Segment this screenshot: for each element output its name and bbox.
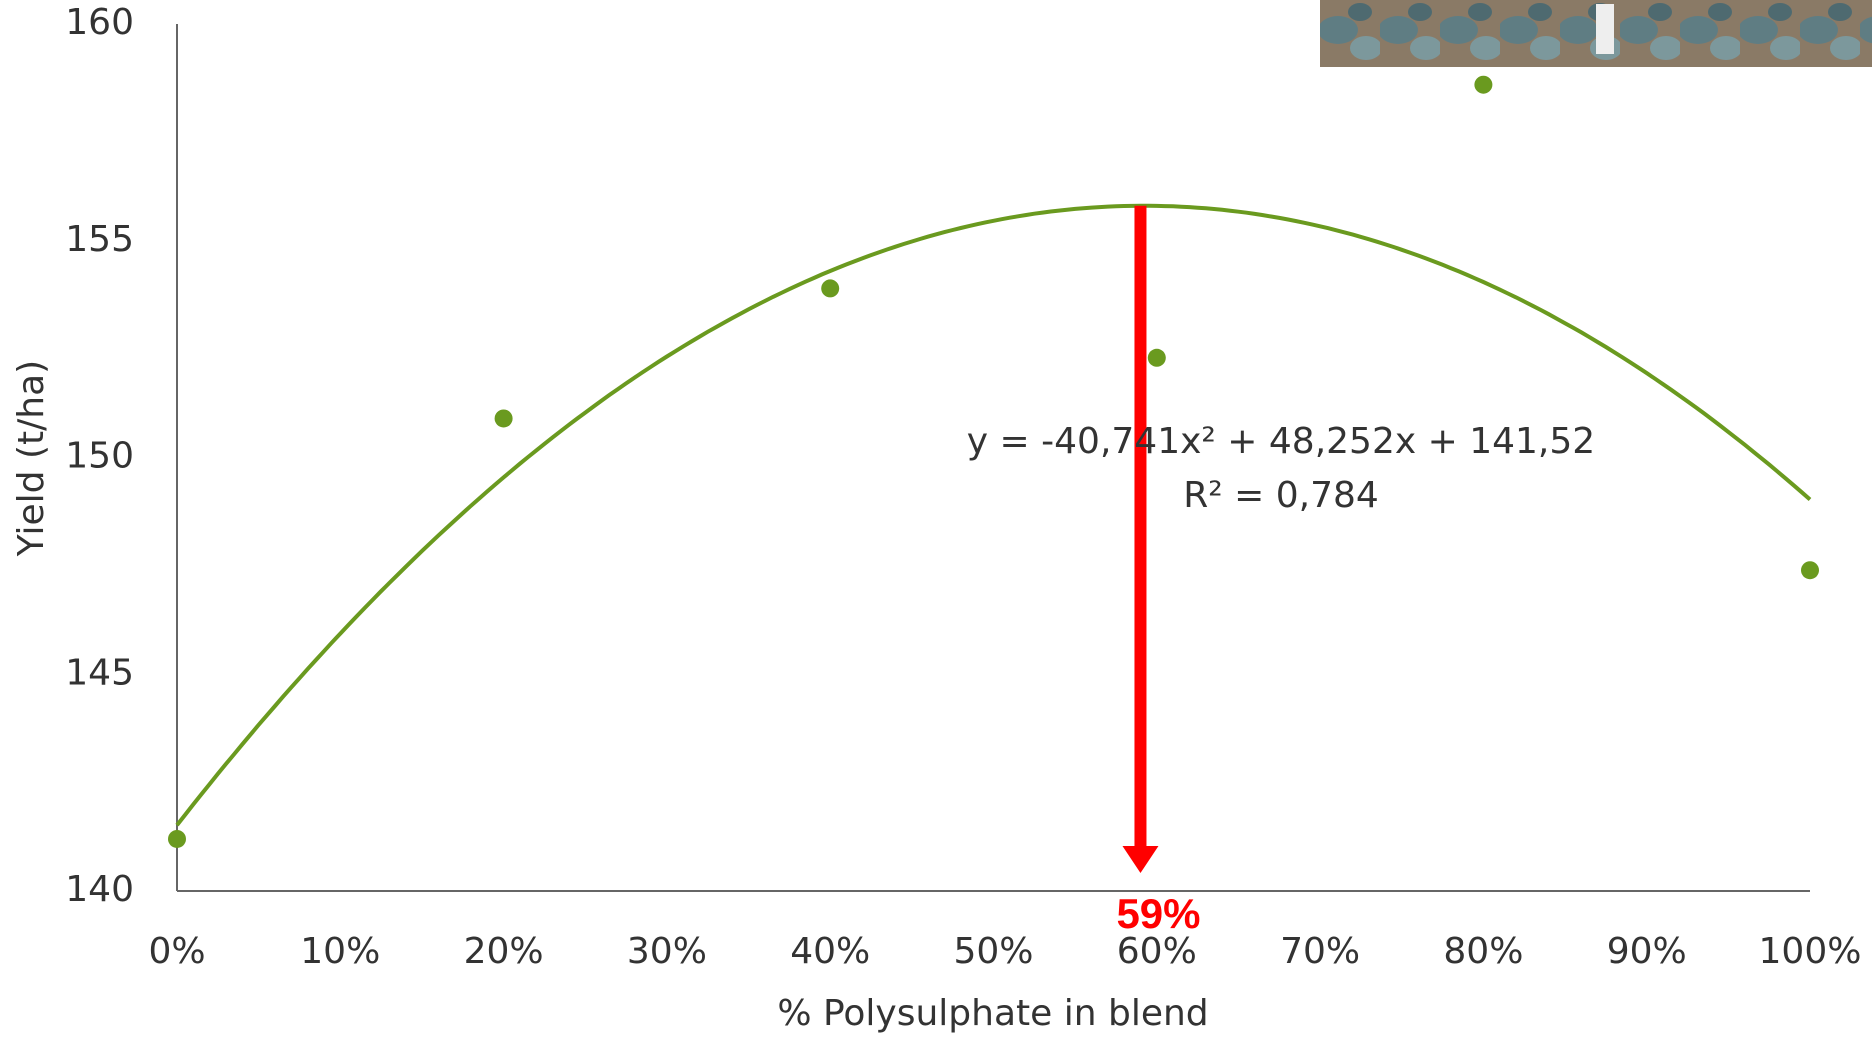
x-tick-label: 40%	[790, 931, 870, 972]
x-tick-label: 90%	[1607, 931, 1687, 972]
y-tick-label: 145	[65, 652, 134, 693]
x-tick-label: 70%	[1280, 931, 1360, 972]
x-tick-label: 20%	[464, 931, 544, 972]
y-tick-label: 150	[65, 436, 134, 477]
r-squared: R² = 0,784	[1183, 475, 1379, 516]
x-tick-label: 0%	[148, 931, 205, 972]
y-axis-title: Yield (t/ha)	[11, 360, 52, 557]
chart: % Polysulphate in blend Yield (t/ha) 140…	[0, 0, 1872, 1037]
y-tick-label: 160	[65, 2, 134, 43]
photo	[1320, 0, 1872, 67]
y-tick-label: 155	[65, 219, 134, 260]
point	[821, 279, 839, 297]
point	[1474, 76, 1492, 94]
y-tick-label: 140	[65, 869, 134, 910]
x-tick-label: 80%	[1443, 931, 1523, 972]
x-tick-label: 30%	[627, 931, 707, 972]
peak-label: 59%	[1116, 890, 1200, 937]
x-tick-label: 60%	[1117, 931, 1197, 972]
x-axis-title: % Polysulphate in blend	[777, 993, 1208, 1034]
point	[168, 830, 186, 848]
x-tick-label: 10%	[300, 931, 380, 972]
point	[495, 409, 513, 427]
point	[1148, 349, 1166, 367]
equation: y = -40,741x² + 48,252x + 141,52	[967, 421, 1595, 462]
peak-arrow	[1122, 206, 1158, 873]
x-tick-label: 50%	[953, 931, 1033, 972]
trend-line	[177, 206, 1810, 825]
point	[1801, 561, 1819, 579]
x-tick-label: 100%	[1759, 931, 1862, 972]
